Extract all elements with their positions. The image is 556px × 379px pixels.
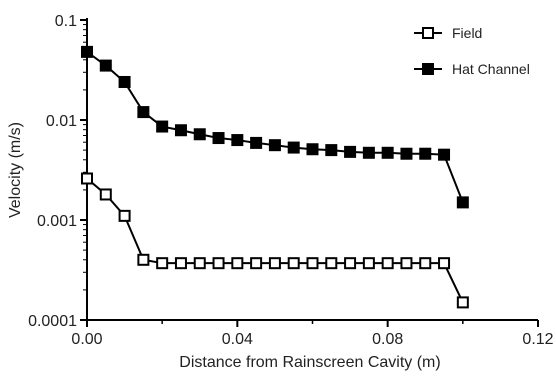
- data-point-hat-channel: [438, 148, 451, 161]
- data-point-hat-channel: [344, 145, 357, 158]
- data-point-hat-channel: [156, 120, 169, 133]
- data-point-hat-channel: [81, 45, 93, 58]
- data-point-hat-channel: [137, 106, 150, 119]
- data-point-field: [344, 257, 357, 270]
- data-point-field: [287, 257, 300, 270]
- data-point-hat-channel: [212, 132, 225, 145]
- legend-item-field: Field: [414, 25, 482, 41]
- data-point-field: [306, 257, 319, 270]
- data-point-hat-channel: [268, 139, 281, 152]
- data-point-field: [81, 172, 93, 185]
- legend-label: Field: [452, 25, 482, 41]
- data-point-hat-channel: [419, 147, 432, 160]
- series-line-field: [86, 177, 464, 303]
- data-point-field: [400, 257, 413, 270]
- legend-item-hat-channel: Hat Channel: [414, 61, 530, 77]
- series-layer: [81, 45, 469, 309]
- data-point-field: [156, 257, 169, 270]
- x-tick-label: 0.04: [222, 331, 253, 348]
- legend-marker: [422, 63, 434, 75]
- data-point-field: [174, 257, 187, 270]
- data-point-field: [381, 257, 394, 270]
- data-point-field: [362, 257, 375, 270]
- data-point-field: [438, 257, 451, 270]
- data-point-hat-channel: [174, 124, 187, 137]
- data-point-hat-channel: [306, 143, 319, 156]
- y-tick-label: 0.01: [46, 113, 77, 130]
- x-axis-title: Distance from Rainscreen Cavity (m): [179, 354, 440, 371]
- x-tick-label: 0.00: [71, 331, 102, 348]
- series-field: [81, 172, 469, 309]
- data-point-field: [456, 296, 469, 309]
- y-tick-label: 0.0001: [28, 313, 77, 330]
- data-point-field: [231, 257, 244, 270]
- legend-marker: [422, 27, 434, 39]
- data-point-hat-channel: [400, 147, 413, 160]
- data-point-hat-channel: [250, 136, 263, 149]
- data-point-hat-channel: [362, 146, 375, 159]
- series-line-hat-channel: [86, 51, 464, 203]
- y-tick-label: 0.1: [55, 13, 77, 30]
- data-point-field: [193, 257, 206, 270]
- data-point-field: [250, 257, 263, 270]
- data-point-hat-channel: [456, 196, 469, 209]
- legend-label: Hat Channel: [452, 61, 530, 77]
- axes-layer: 0.00 0.04 0.08 0.12 0.0001 0.001 0.01 0.1: [28, 13, 554, 348]
- data-point-hat-channel: [287, 141, 300, 154]
- data-point-field: [137, 253, 150, 266]
- x-tick-label: 0.12: [522, 331, 553, 348]
- data-point-field: [118, 209, 131, 222]
- data-point-hat-channel: [231, 134, 244, 147]
- y-axis-title: Velocity (m/s): [7, 122, 24, 218]
- data-point-field: [268, 257, 281, 270]
- x-tick-label: 0.08: [372, 331, 403, 348]
- data-point-field: [99, 188, 112, 201]
- data-point-hat-channel: [118, 75, 131, 88]
- data-point-hat-channel: [381, 146, 394, 159]
- data-point-hat-channel: [325, 144, 338, 157]
- series-hat-channel: [81, 45, 469, 209]
- y-tick-label: 0.001: [37, 213, 77, 230]
- data-point-field: [212, 257, 225, 270]
- data-point-field: [419, 257, 432, 270]
- legend: Field Hat Channel: [414, 25, 530, 77]
- data-point-hat-channel: [99, 59, 112, 72]
- data-point-hat-channel: [193, 128, 206, 141]
- data-point-field: [325, 257, 338, 270]
